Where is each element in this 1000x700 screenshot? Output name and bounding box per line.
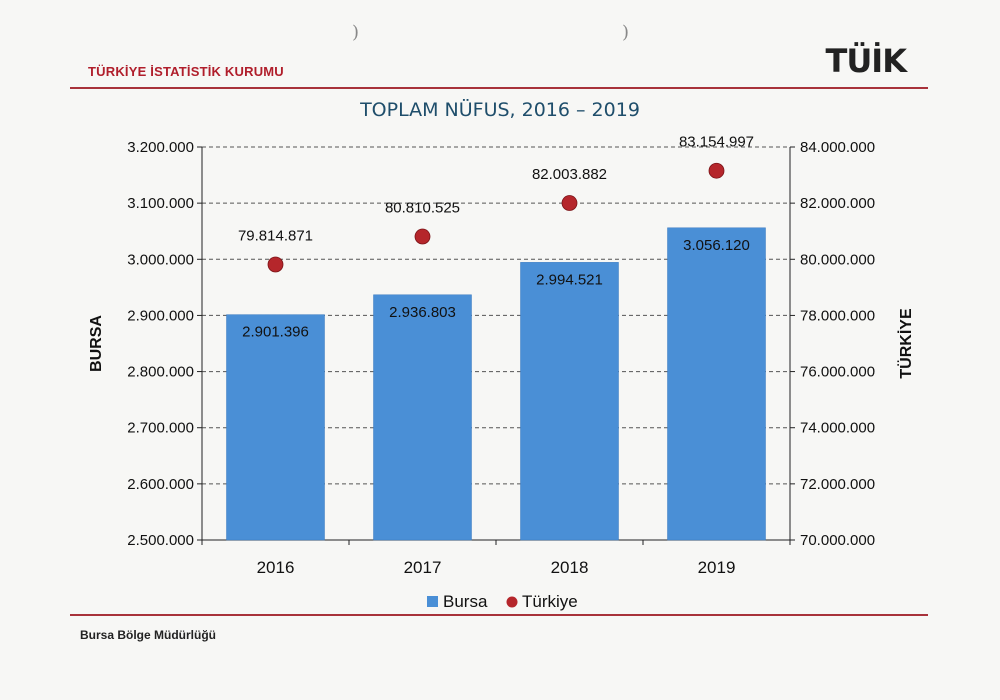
y-left-tick-label: 3.200.000	[127, 139, 194, 156]
y-left-axis-title: BURSA	[88, 315, 105, 372]
y-right-tick-label: 76.000.000	[800, 364, 875, 381]
bar-value-label: 2.936.803	[389, 304, 456, 321]
bar-bursa	[373, 294, 472, 541]
point-turkiye	[414, 228, 431, 245]
legend-label-bursa: Bursa	[443, 592, 488, 611]
y-right-tick-label: 74.000.000	[800, 420, 875, 437]
legend-swatch-turkiye	[506, 596, 518, 608]
footer-office: Bursa Bölge Müdürlüğü	[80, 628, 216, 642]
header-rule	[70, 87, 928, 89]
x-tick-label: 2019	[698, 558, 736, 577]
bar-value-label: 2.994.521	[536, 271, 603, 288]
y-left-tick-label: 3.100.000	[127, 195, 194, 212]
punch-hole-mark: )	[622, 22, 630, 43]
bar-bursa	[226, 314, 325, 541]
point-value-label: 79.814.871	[238, 227, 313, 244]
legend-label-turkiye: Türkiye	[522, 592, 578, 611]
point-turkiye	[708, 162, 725, 179]
y-left-tick-label: 2.800.000	[127, 364, 194, 381]
point-turkiye	[561, 195, 578, 211]
y-right-tick-label: 84.000.000	[800, 139, 875, 156]
y-right-tick-label: 78.000.000	[800, 307, 875, 324]
y-left-tick-label: 2.500.000	[127, 532, 194, 549]
bar-bursa	[520, 262, 619, 541]
chart-title: TOPLAM NÜFUS, 2016 – 2019	[359, 98, 640, 121]
y-left-tick-label: 2.600.000	[127, 476, 194, 493]
point-turkiye	[267, 256, 284, 273]
organization-name: TÜRKİYE İSTATİSTİK KURUMU	[88, 64, 284, 79]
x-tick-label: 2018	[551, 558, 589, 577]
y-right-tick-label: 80.000.000	[800, 251, 875, 268]
x-tick-label: 2017	[404, 558, 442, 577]
y-right-tick-label: 72.000.000	[800, 476, 875, 493]
point-value-label: 82.003.882	[532, 166, 607, 183]
point-value-label: 80.810.525	[385, 200, 460, 217]
y-left-tick-label: 2.700.000	[127, 420, 194, 437]
x-tick-label: 2016	[257, 558, 295, 577]
punch-hole-mark: )	[352, 22, 360, 43]
y-left-tick-label: 3.000.000	[127, 251, 194, 268]
tuik-logo: TÜİK	[825, 42, 907, 80]
bar-bursa	[667, 227, 766, 541]
y-left-tick-label: 2.900.000	[127, 307, 194, 324]
bar-value-label: 3.056.120	[683, 237, 750, 254]
bar-value-label: 2.901.396	[242, 324, 309, 341]
y-right-axis-title: TÜRKİYE	[896, 308, 915, 379]
point-value-label: 83.154.997	[679, 134, 754, 151]
footer-rule	[70, 614, 928, 616]
legend-swatch-bursa	[427, 596, 438, 607]
y-right-tick-label: 82.000.000	[800, 195, 875, 212]
y-right-tick-label: 70.000.000	[800, 532, 875, 549]
